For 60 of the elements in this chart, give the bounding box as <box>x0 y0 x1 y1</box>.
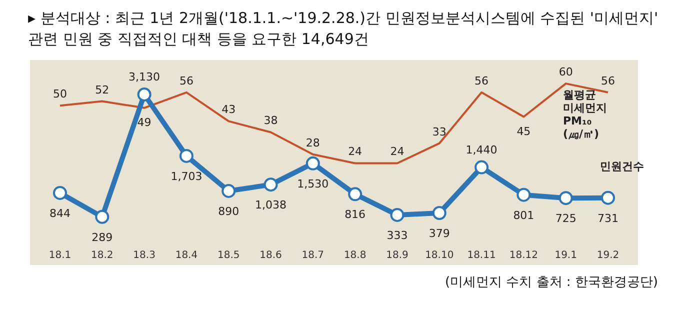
x-tick-label: 18.8 <box>344 250 366 262</box>
x-tick-label: 18.11 <box>467 250 496 262</box>
x-tick-label: 18.2 <box>91 250 114 262</box>
x-tick-label: 18.6 <box>260 250 282 262</box>
data-label: 1,703 <box>170 170 202 183</box>
data-label: 60 <box>558 66 573 79</box>
x-tick-label: 18.4 <box>175 250 198 262</box>
data-label: 1,530 <box>297 177 329 190</box>
data-label: 24 <box>348 145 362 158</box>
data-label: 379 <box>428 227 450 240</box>
data-label: 3,130 <box>128 70 160 84</box>
x-tick-label: 19.2 <box>596 250 620 262</box>
data-label: 24 <box>390 145 404 158</box>
data-label: 816 <box>344 208 366 222</box>
point <box>53 186 67 200</box>
data-label: 731 <box>598 212 618 225</box>
x-tick-label: 18.7 <box>302 250 324 262</box>
data-label: 52 <box>95 83 110 96</box>
data-label: 56 <box>179 74 194 88</box>
point <box>95 210 110 224</box>
data-label: 890 <box>218 204 240 218</box>
point <box>432 206 446 220</box>
data-label: 43 <box>222 103 236 116</box>
point <box>306 156 320 170</box>
x-tick-label: 18.5 <box>217 250 240 262</box>
data-label: 289 <box>92 230 113 244</box>
point <box>222 184 236 198</box>
data-label: 49 <box>137 116 152 129</box>
x-tick-label: 18.1 <box>48 250 72 262</box>
data-label: 33 <box>432 125 446 138</box>
data-label: 38 <box>264 114 278 128</box>
x-tick-label: 18.9 <box>386 250 408 262</box>
data-label: 1,038 <box>255 198 287 212</box>
data-label: 801 <box>513 208 534 222</box>
data-label: 56 <box>601 74 615 88</box>
point <box>348 187 362 202</box>
x-tick-label: 18.12 <box>509 250 538 262</box>
point <box>601 190 615 205</box>
data-label: 50 <box>53 88 67 101</box>
point <box>179 148 194 163</box>
chart-title: ▸ 분석대상 : 최근 1년 2개월('18.1.1.~'19.2.28.)간 민원정보분석시스템에 수집된 '미세먼지' 관련 민원 중 직접적인 대책 등을 요구한 14,649건 <box>27 8 660 50</box>
x-tick-label: 18.3 <box>133 250 156 262</box>
data-label: 725 <box>555 212 576 226</box>
data-label: 56 <box>474 74 489 88</box>
data-label: 1,440 <box>466 143 498 156</box>
x-tick-label: 19.1 <box>554 250 577 262</box>
point <box>516 188 531 202</box>
point <box>558 191 573 206</box>
point <box>474 160 489 174</box>
point <box>264 178 278 192</box>
x-tick-label: 18.10 <box>425 250 454 262</box>
data-label: 333 <box>386 228 408 242</box>
series-label: 월평균 미세먼지 PM₁₀ (㎍/㎥) <box>563 88 607 140</box>
data-label: 45 <box>516 124 531 138</box>
point <box>137 87 152 102</box>
series-label: 민원건수 <box>600 160 644 173</box>
data-label: 28 <box>306 136 320 150</box>
text: (미세먼지 수치 출처 : 한국환경공단) <box>444 274 658 291</box>
point <box>390 208 404 222</box>
data-label: 844 <box>50 206 70 220</box>
